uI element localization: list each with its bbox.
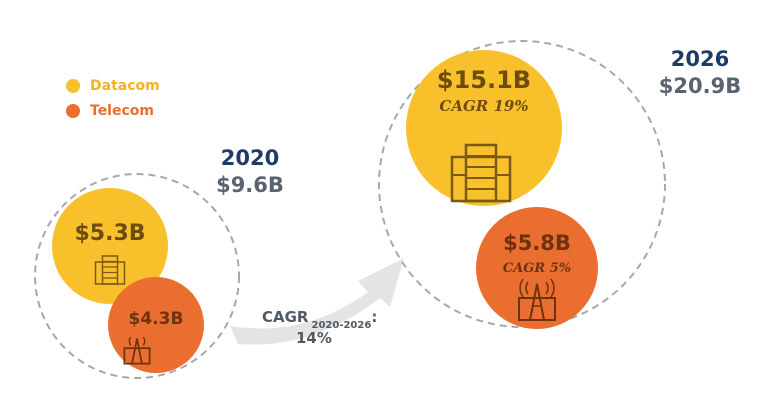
year-label-2020: 2020 [220, 146, 280, 170]
legend-label-datacom: Datacom [90, 78, 160, 94]
legend-item-datacom: Datacom [66, 78, 160, 94]
bubble-2020-outline [34, 173, 240, 379]
cell-tower-icon [123, 336, 151, 365]
cell-tower-icon [518, 278, 556, 321]
legend-label-telecom: Telecom [90, 103, 154, 119]
bubble-2026-datacom [406, 50, 562, 206]
bubble-2020-datacom [52, 188, 168, 304]
year-label-2026: 2026 [670, 47, 730, 71]
value-2020-telecom: $4.3B [129, 309, 184, 329]
cagr-arrow-value: 14% [296, 329, 332, 347]
server-rack-icon [450, 143, 512, 203]
growth-arrow [230, 258, 404, 345]
cagr-arrow-label: CAGR 2020-2026: [262, 308, 377, 331]
cagr-2026-telecom: CAGR 5% [503, 261, 571, 276]
cagr-2026-datacom: CAGR 19% [439, 97, 528, 115]
total-label-2026: $20.9B [658, 74, 742, 98]
value-2020-datacom: $5.3B [74, 221, 145, 246]
year-block-2026: 2026 $20.9B [650, 46, 750, 100]
year-block-2020: 2020 $9.6B [205, 145, 295, 199]
legend-swatch-telecom [66, 104, 80, 118]
server-rack-icon [94, 255, 126, 285]
total-label-2020: $9.6B [216, 173, 284, 197]
legend: Datacom Telecom [66, 78, 160, 128]
bubble-2026-outline [378, 40, 666, 328]
bubble-2026-telecom [476, 207, 598, 329]
legend-swatch-datacom [66, 79, 80, 93]
value-2026-telecom: $5.8B [503, 231, 571, 255]
value-2026-datacom: $15.1B [437, 66, 531, 94]
legend-item-telecom: Telecom [66, 103, 160, 119]
